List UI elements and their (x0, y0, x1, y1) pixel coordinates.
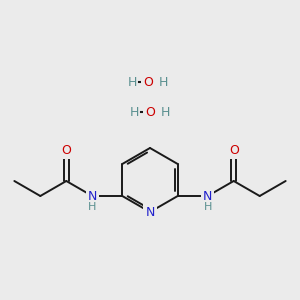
Text: N: N (145, 206, 155, 218)
Text: O: O (61, 145, 71, 158)
Text: H: H (158, 76, 168, 88)
Text: H: H (129, 106, 139, 118)
Text: H: H (160, 106, 170, 118)
Text: H: H (88, 202, 97, 212)
Text: H: H (203, 202, 212, 212)
Text: O: O (229, 145, 238, 158)
Text: H: H (127, 76, 137, 88)
Text: N: N (203, 190, 212, 202)
Text: N: N (88, 190, 97, 202)
Text: O: O (145, 106, 155, 118)
Text: O: O (143, 76, 153, 88)
